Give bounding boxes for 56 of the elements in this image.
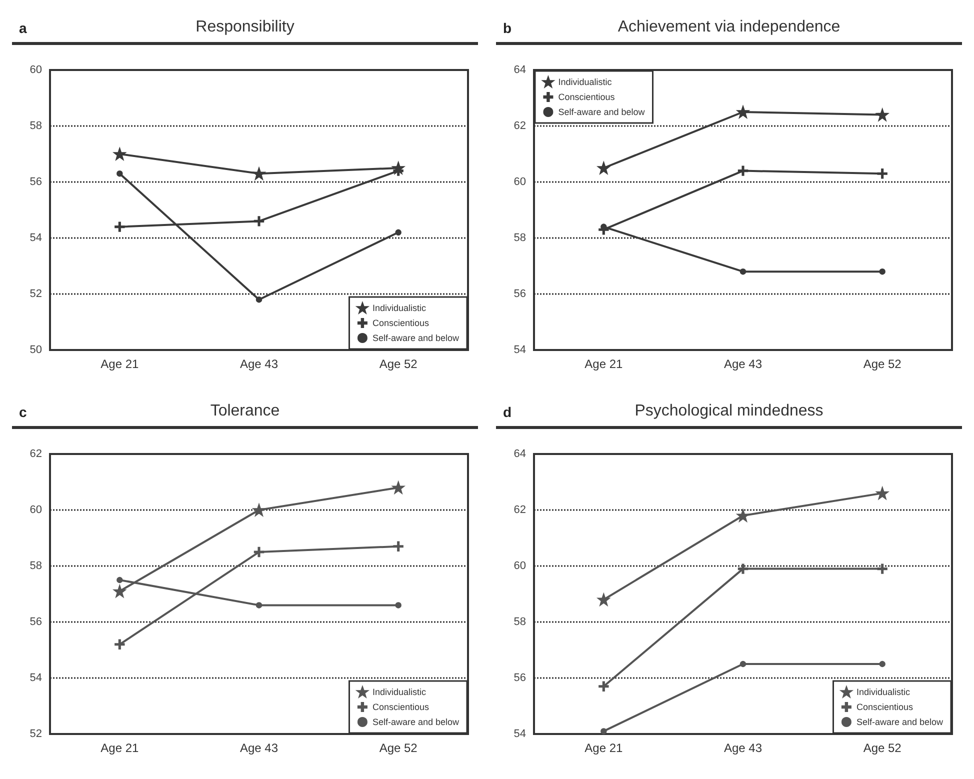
text: d <box>503 404 512 420</box>
x-tick-label: Age 52 <box>379 357 418 371</box>
y-tick-label: 60 <box>514 560 526 572</box>
y-tick-label: 56 <box>30 176 42 188</box>
text: c <box>19 404 27 420</box>
x-tick-label: Age 52 <box>863 357 902 371</box>
y-tick-label: 64 <box>514 448 526 460</box>
legend-label: Individualistic <box>372 687 426 697</box>
legend-label: Individualistic <box>372 303 426 313</box>
x-tick-label: Age 21 <box>100 741 140 755</box>
legend-label: Individualistic <box>558 77 612 87</box>
y-tick-label: 54 <box>30 232 42 244</box>
x-tick-label: Age 21 <box>584 741 624 755</box>
x-tick-label: Age 52 <box>863 741 902 755</box>
legend-label: Conscientious <box>372 702 430 712</box>
y-tick-label: 54 <box>514 344 526 356</box>
y-tick-label: 60 <box>30 64 42 76</box>
legend-label: Self-aware and below <box>856 717 944 727</box>
legend-label: Self-aware and below <box>558 107 646 117</box>
y-tick-label: 52 <box>30 288 42 300</box>
y-tick-label: 56 <box>30 616 42 628</box>
y-tick-label: 58 <box>514 232 526 244</box>
y-tick-label: 58 <box>30 120 42 132</box>
y-tick-label: 56 <box>514 288 526 300</box>
y-tick-label: 62 <box>30 448 42 460</box>
x-tick-label: Age 21 <box>100 357 140 371</box>
x-tick-label: Age 52 <box>379 741 418 755</box>
chart-title: Tolerance <box>210 402 280 420</box>
x-tick-label: Age 43 <box>240 741 278 755</box>
chart-title: Achievement via independence <box>618 18 840 36</box>
x-tick-label: Age 43 <box>724 741 762 755</box>
legend-label: Self-aware and below <box>372 333 460 343</box>
x-tick-label: Age 21 <box>584 357 624 371</box>
legend-label: Conscientious <box>558 92 616 102</box>
y-tick-label: 64 <box>514 64 526 76</box>
text: b <box>503 20 512 36</box>
text: a <box>19 20 27 36</box>
y-tick-label: 58 <box>514 616 526 628</box>
y-tick-label: 52 <box>30 728 42 740</box>
x-tick-label: Age 43 <box>724 357 762 371</box>
y-tick-label: 54 <box>30 672 42 684</box>
legend-label: Conscientious <box>856 702 914 712</box>
y-tick-label: 54 <box>514 728 526 740</box>
y-tick-label: 60 <box>30 504 42 516</box>
y-tick-label: 58 <box>30 560 42 572</box>
y-tick-label: 60 <box>514 176 526 188</box>
chart-title: Responsibility <box>196 18 294 36</box>
y-tick-label: 62 <box>514 504 526 516</box>
y-tick-label: 50 <box>30 344 42 356</box>
legend-label: Conscientious <box>372 318 430 328</box>
y-tick-label: 56 <box>514 672 526 684</box>
legend-label: Individualistic <box>856 687 910 697</box>
y-tick-label: 62 <box>514 120 526 132</box>
chart-title: Psychological mindedness <box>634 402 824 420</box>
x-tick-label: Age 43 <box>240 357 278 371</box>
legend-label: Self-aware and below <box>372 717 460 727</box>
